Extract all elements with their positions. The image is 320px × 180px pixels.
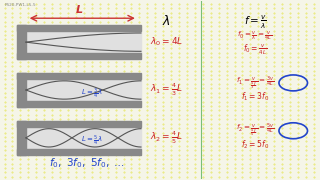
Bar [17,149,141,155]
Bar [26,31,141,53]
Text: $f_0 = \frac{v}{4L}$: $f_0 = \frac{v}{4L}$ [243,42,267,57]
Bar [26,127,141,149]
Text: $\lambda$: $\lambda$ [162,14,171,28]
Bar [17,73,26,107]
Bar [17,25,26,59]
Text: $f_2 = 5f_0$: $f_2 = 5f_0$ [241,139,269,151]
Text: $L=\frac{3}{4}\lambda$: $L=\frac{3}{4}\lambda$ [81,86,103,101]
Text: $\lambda_0 = 4L$: $\lambda_0 = 4L$ [150,36,183,48]
Text: $f_1 = \frac{v}{\frac{4}{3}L} = \frac{3v}{4L}$: $f_1 = \frac{v}{\frac{4}{3}L} = \frac{3v… [236,74,275,91]
Text: $f_2 = \frac{v}{\frac{4}{5}L} = \frac{5v}{4L}$: $f_2 = \frac{v}{\frac{4}{5}L} = \frac{5v… [236,122,275,139]
Text: L: L [76,5,83,15]
Text: $f_1 = 3f_0$: $f_1 = 3f_0$ [241,91,269,103]
Bar [17,121,141,127]
Bar [17,53,141,59]
Bar [26,79,141,101]
Text: $f = \frac{v}{\lambda}$: $f = \frac{v}{\lambda}$ [244,14,267,31]
Text: $f_0 = \frac{v}{\lambda} = \frac{v}{4L}$: $f_0 = \frac{v}{\lambda} = \frac{v}{4L}$ [237,29,273,42]
Bar [17,73,141,79]
Bar [17,101,141,107]
Text: $\lambda_2 = \frac{4}{5}L$: $\lambda_2 = \frac{4}{5}L$ [150,130,183,146]
Text: PS20-PW1-L5-5: PS20-PW1-L5-5 [4,3,36,7]
Bar [17,121,26,155]
Bar [17,25,141,31]
Text: $L=\frac{5}{4}\lambda$: $L=\frac{5}{4}\lambda$ [81,134,103,148]
Text: $f_0,\ 3f_0,\ 5f_0,\ \ldots$: $f_0,\ 3f_0,\ 5f_0,\ \ldots$ [49,156,125,170]
Text: $\lambda_1 = \frac{4}{3}L$: $\lambda_1 = \frac{4}{3}L$ [150,82,183,98]
